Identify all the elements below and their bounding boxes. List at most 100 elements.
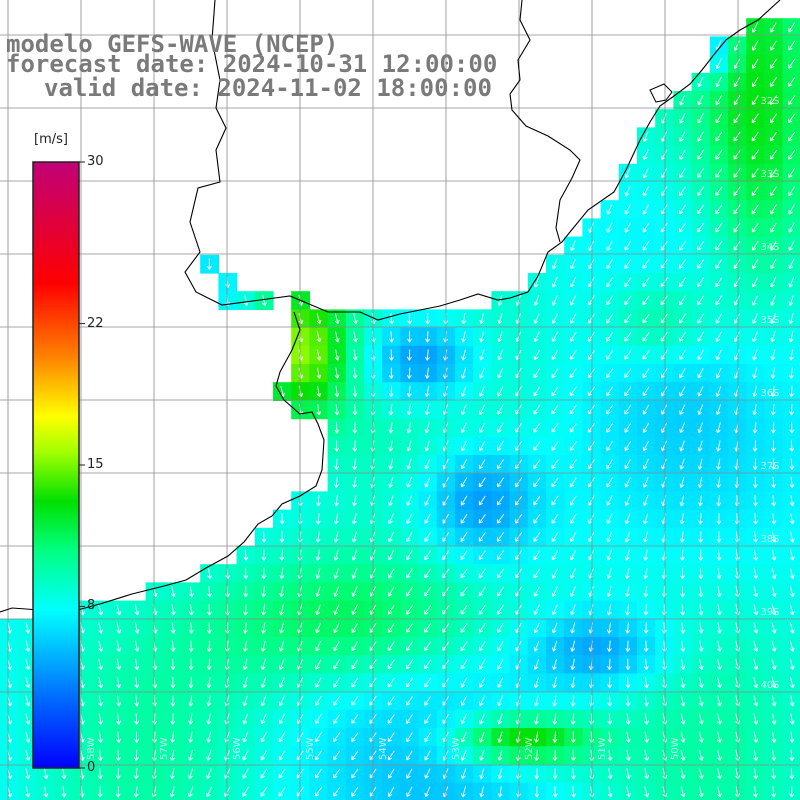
- wind-arrow: [753, 695, 759, 707]
- wind-arrow: [134, 731, 139, 743]
- wind-arrow: [406, 531, 413, 543]
- wind-arrow: [260, 658, 266, 670]
- wind-arrow: [479, 331, 485, 343]
- wind-arrow: [752, 385, 758, 398]
- wind-arrow: [733, 204, 741, 215]
- wind-arrow: [316, 385, 322, 398]
- wind-arrow: [551, 276, 558, 288]
- wind-arrow: [698, 622, 704, 634]
- wind-arrow: [678, 295, 686, 306]
- wind-arrow: [715, 149, 723, 160]
- wind-arrow: [733, 277, 741, 288]
- wind-arrow: [733, 295, 741, 306]
- wind-arrow: [789, 549, 795, 561]
- wind-arrow: [388, 786, 395, 797]
- wind-arrow: [716, 513, 722, 525]
- wind-arrow: [478, 568, 486, 579]
- wind-cell: [782, 673, 800, 693]
- wind-arrow: [716, 458, 721, 470]
- wind-arrow: [679, 404, 686, 415]
- wind-arrow: [478, 623, 486, 633]
- wind-arrow: [98, 640, 104, 652]
- wind-arrow: [771, 513, 777, 525]
- wind-arrow: [715, 168, 723, 178]
- wind-arrow: [170, 676, 176, 689]
- wind-arrow: [388, 422, 394, 434]
- wind-arrow: [551, 622, 558, 634]
- wind-arrow: [188, 768, 194, 780]
- wind-arrow: [643, 676, 649, 689]
- wind-arrow: [460, 404, 467, 415]
- wind-arrow: [644, 731, 649, 743]
- wind-arrow: [533, 404, 541, 415]
- wind-arrow: [753, 549, 759, 561]
- wind-arrow: [405, 604, 413, 615]
- wind-arrow: [389, 331, 394, 343]
- wind-arrow: [753, 768, 759, 780]
- wind-arrow: [698, 549, 704, 561]
- wind-arrow: [716, 786, 722, 798]
- wind-arrow: [624, 313, 632, 324]
- wind-arrow: [788, 40, 796, 51]
- wind-arrow: [261, 294, 267, 307]
- wind-arrow: [278, 677, 285, 688]
- wind-arrow: [497, 422, 504, 433]
- wind-arrow: [715, 313, 722, 324]
- wind-arrow: [552, 640, 558, 652]
- wind-arrow: [789, 385, 794, 398]
- wind-arrow: [351, 768, 359, 779]
- wind-arrow: [552, 731, 558, 743]
- wind-arrow: [642, 350, 650, 360]
- wind-arrow: [261, 622, 266, 634]
- wind-arrow: [333, 494, 339, 507]
- wind-arrow: [789, 567, 795, 579]
- wind-arrow: [388, 495, 394, 507]
- wind-arrow: [625, 586, 630, 598]
- wind-arrow: [260, 695, 267, 707]
- wind-arrow: [697, 313, 704, 324]
- wind-arrow: [533, 368, 541, 379]
- wind-arrow: [207, 585, 213, 598]
- wind-arrow: [753, 513, 759, 525]
- wind-arrow: [643, 658, 649, 671]
- wind-arrow: [333, 677, 340, 688]
- wind-arrow: [624, 386, 632, 397]
- wind-arrow: [460, 513, 468, 524]
- wind-arrow: [717, 658, 722, 670]
- wind-arrow: [479, 367, 485, 379]
- wind-arrow: [624, 350, 632, 360]
- wind-arrow: [642, 222, 650, 233]
- wind-arrow: [642, 240, 650, 251]
- wind-arrow: [97, 731, 103, 743]
- wind-arrow: [606, 404, 614, 415]
- wind-arrow: [606, 368, 614, 379]
- wind-arrow: [788, 204, 795, 215]
- wind-arrow: [789, 476, 795, 489]
- wind-arrow: [242, 677, 248, 689]
- wind-arrow: [569, 368, 577, 379]
- wind-arrow: [625, 604, 631, 616]
- wind-arrow: [661, 167, 668, 179]
- wind-arrow: [315, 732, 322, 743]
- wind-arrow: [679, 167, 686, 178]
- wind-arrow: [352, 367, 358, 379]
- wind-arrow: [788, 22, 795, 33]
- wind-arrow: [680, 640, 686, 652]
- wind-arrow: [751, 76, 759, 88]
- wind-arrow: [352, 476, 357, 488]
- wind-arrow: [315, 714, 322, 724]
- wind-arrow: [315, 640, 322, 652]
- wind-arrow: [753, 786, 759, 798]
- wind-arrow: [788, 77, 796, 87]
- wind-arrow: [697, 76, 704, 88]
- wind-arrow: [170, 749, 175, 762]
- wind-arrow: [587, 350, 595, 360]
- wind-arrow: [207, 567, 213, 579]
- wind-arrow: [698, 567, 704, 580]
- wind-arrow: [534, 767, 540, 780]
- wind-arrow: [188, 640, 194, 652]
- wind-arrow: [333, 659, 340, 670]
- wind-arrow: [314, 768, 322, 779]
- wind-arrow: [424, 513, 431, 524]
- wind-arrow: [753, 640, 759, 652]
